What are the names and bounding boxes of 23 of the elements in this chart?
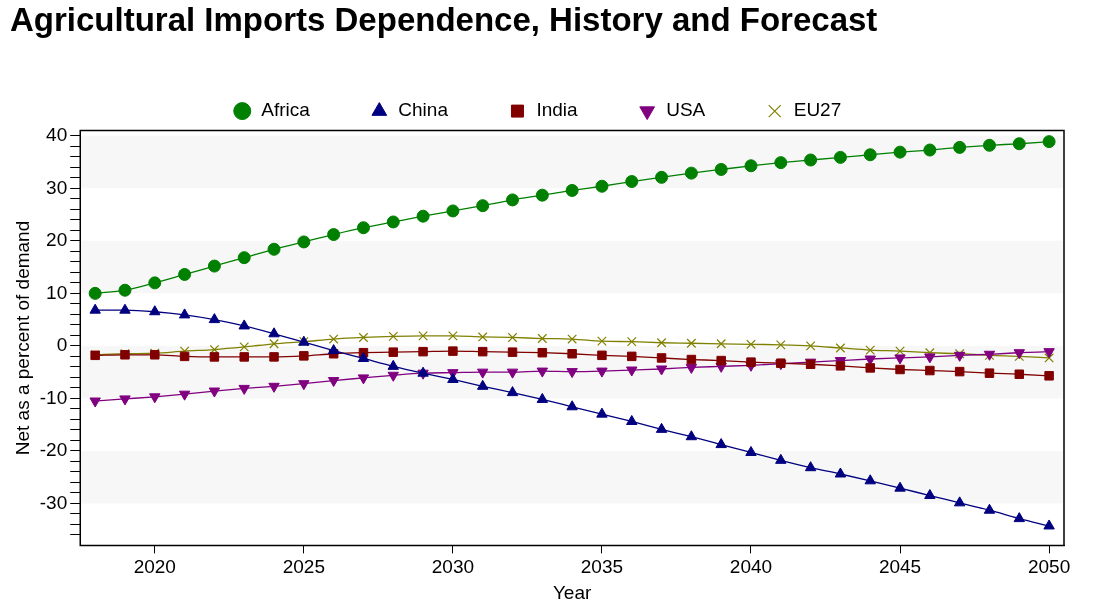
legend-label: Africa [261, 99, 311, 121]
x-axis-title: Year [552, 581, 592, 603]
y-tick-label: -30 [39, 491, 68, 513]
y-tick-label: 20 [46, 229, 68, 251]
x-tick-label: 2040 [729, 556, 773, 578]
y-axis-title: Net as a percent of demand [11, 220, 33, 456]
x-tick-label: 2025 [282, 556, 325, 578]
y-tick-label: -20 [39, 439, 68, 461]
y-tick-label: 0 [56, 334, 68, 356]
x-tick-label: 2020 [133, 556, 176, 578]
legend-label: EU27 [793, 99, 842, 121]
y-tick-label: 40 [46, 124, 68, 146]
x-tick-label: 2030 [431, 556, 475, 578]
y-tick-label: -10 [39, 386, 68, 408]
y-tick-label: 10 [46, 281, 68, 303]
legend-label: India [536, 99, 579, 121]
legend-label: USA [666, 99, 706, 121]
x-tick-label: 2045 [878, 556, 922, 578]
y-tick-label: 30 [46, 176, 68, 198]
x-tick-label: 2050 [1027, 556, 1071, 578]
legend-label: China [398, 99, 449, 121]
chart-title: Agricultural Imports Dependence, History and Forecast [10, 0, 878, 38]
x-tick-label: 2035 [580, 556, 624, 578]
